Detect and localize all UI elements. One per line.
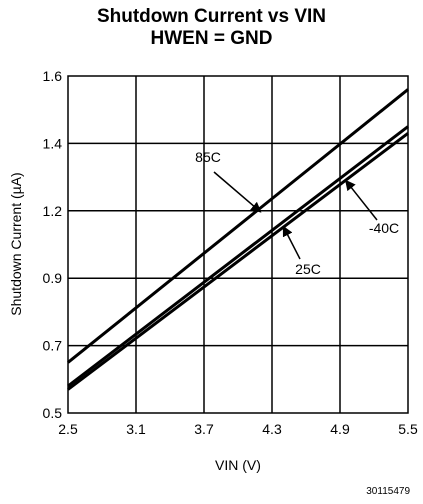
annotation-arrow [213,171,262,213]
y-tick-label: 1.4 [43,135,63,151]
x-tick-label: 4.3 [262,421,282,437]
tick-labels: 2.5 3.1 3.7 4.3 4.9 5.5 0.5 0.7 0.9 1.2 1.4 1.6 [43,68,418,437]
series-line-40c [67,132,409,391]
x-tick-label: 3.7 [194,421,214,437]
y-tick-label: 0.9 [43,270,63,286]
y-axis-label: Shutdown Current (µA) [8,172,24,315]
series-layer [67,88,409,391]
document-id: 30115479 [366,486,410,497]
annotation-arrow [282,225,301,260]
annotation-label: -40C [369,220,399,236]
annotation-label: 25C [295,261,321,277]
grid [68,76,408,413]
x-tick-label: 2.5 [58,421,78,437]
x-axis-label: VIN (V) [215,457,261,473]
y-tick-label: 1.2 [43,203,63,219]
y-tick-label: 0.7 [43,338,63,354]
y-tick-label: 0.5 [43,405,63,421]
x-tick-label: 3.1 [126,421,146,437]
x-tick-label: 5.5 [398,421,418,437]
series-line-25c [67,125,409,388]
annotations: 85C -40C 25C [195,149,399,277]
annotation-arrow [345,179,378,221]
y-tick-label: 1.6 [43,68,63,84]
series-line-85c [67,88,409,364]
plot-frame [67,75,409,414]
chart-title: Shutdown Current vs VIN [96,6,327,27]
chart-subtitle: HWEN = GND [150,28,273,49]
x-tick-label: 4.9 [330,421,350,437]
annotation-label: 85C [195,149,221,165]
